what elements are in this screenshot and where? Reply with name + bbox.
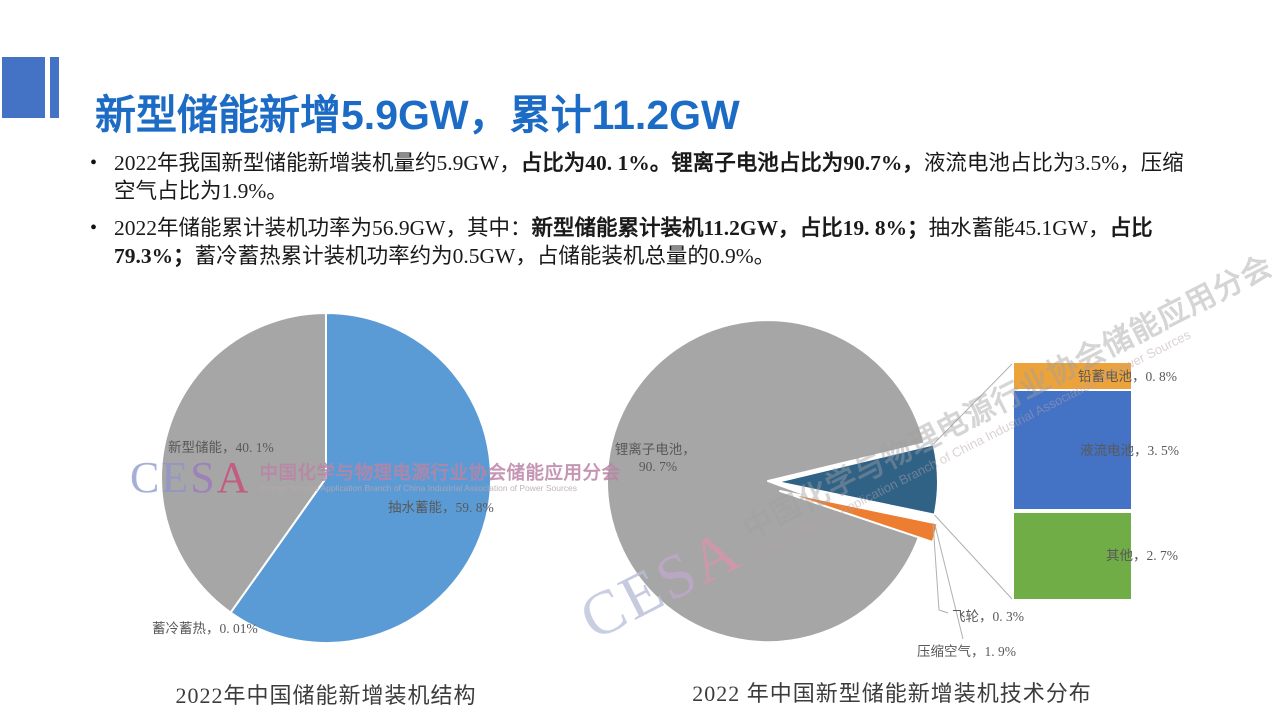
label-pumped-hydro: 抽水蓄能，59. 8%	[388, 500, 494, 515]
title-accent-square	[2, 57, 45, 118]
right-pie-chart: 锂离子电池， 90. 7% 铅蓄电池，0. 8% 液流电池，3. 5% 其他，2…	[606, 319, 1179, 659]
bullet-text-1: 2022年我国新型储能新增装机量约5.9GW，占比为40. 1%。锂离子电池占比…	[114, 151, 1184, 203]
bullet-item-1: • 2022年我国新型储能新增装机量约5.9GW，占比为40. 1%。锂离子电池…	[88, 149, 1198, 205]
right-pie-slice-compressed-air	[779, 490, 939, 544]
leader-line-compressed-air	[934, 524, 964, 640]
left-pie-slice-new-energy-storage	[160, 312, 327, 614]
bullet-text-2: 2022年储能累计装机功率为56.9GW，其中：新型储能累计装机11.2GW，占…	[114, 216, 1153, 268]
leader-line-flywheel	[932, 522, 949, 614]
label-new-energy-storage: 新型储能，40. 1%	[168, 440, 274, 455]
left-pie-slice-pumped-hydro	[229, 312, 493, 644]
bullet-list: • 2022年我国新型储能新增装机量约5.9GW，占比为40. 1%。锂离子电池…	[88, 149, 1198, 279]
left-pie-chart: 新型储能，40. 1% 抽水蓄能，59. 8% 蓄冷蓄热，0. 01%	[152, 312, 494, 644]
bar-segment-flow-battery	[1012, 389, 1133, 511]
bar-connector-bottom	[934, 514, 1014, 601]
bullet-marker: •	[90, 217, 98, 239]
label-lithium: 锂离子电池， 90. 7%	[615, 441, 699, 474]
right-pie-slice-lithium	[606, 319, 926, 644]
bar-segment-other	[1012, 511, 1133, 601]
label-flywheel: 飞轮，0. 3%	[952, 609, 1024, 624]
label-thermal-storage: 蓄冷蓄热，0. 01%	[152, 621, 258, 636]
right-chart-caption: 2022 年中国新型储能新增装机技术分布	[692, 681, 1092, 706]
bullet-item-2: • 2022年储能累计装机功率为56.9GW，其中：新型储能累计装机11.2GW…	[88, 214, 1198, 270]
right-pie-slice-grouped-other	[776, 443, 939, 516]
label-flow-battery: 液流电池，3. 5%	[1080, 443, 1179, 458]
label-lead-battery: 铅蓄电池，0. 8%	[1078, 369, 1177, 384]
bar-connector-top	[933, 362, 1014, 445]
page-title: 新型储能新增5.9GW，累计11.2GW	[95, 92, 740, 139]
left-chart-caption: 2022年中国储能新增装机结构	[175, 683, 477, 708]
label-compressed-air: 压缩空气，1. 9%	[917, 644, 1016, 659]
bullet-marker: •	[90, 152, 98, 174]
title-accent-bar	[50, 57, 59, 118]
label-other: 其他，2. 7%	[1106, 548, 1178, 563]
